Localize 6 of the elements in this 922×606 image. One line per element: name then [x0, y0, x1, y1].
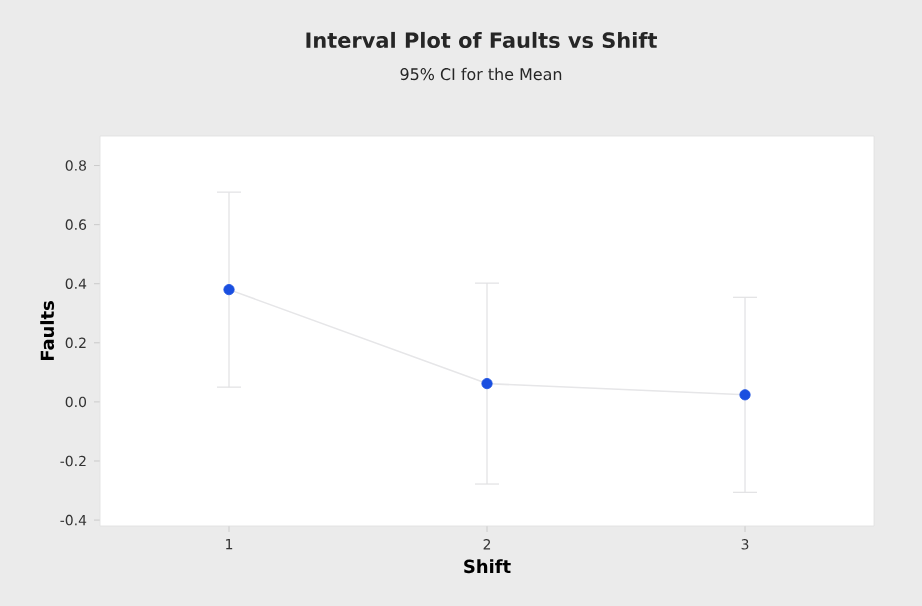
chart-title: Interval Plot of Faults vs Shift	[306, 31, 657, 49]
point	[481, 378, 493, 390]
x-axis-title: Shift	[464, 559, 511, 574]
point	[223, 284, 235, 296]
y-axis-title: Faults	[40, 301, 55, 361]
point	[739, 389, 751, 401]
